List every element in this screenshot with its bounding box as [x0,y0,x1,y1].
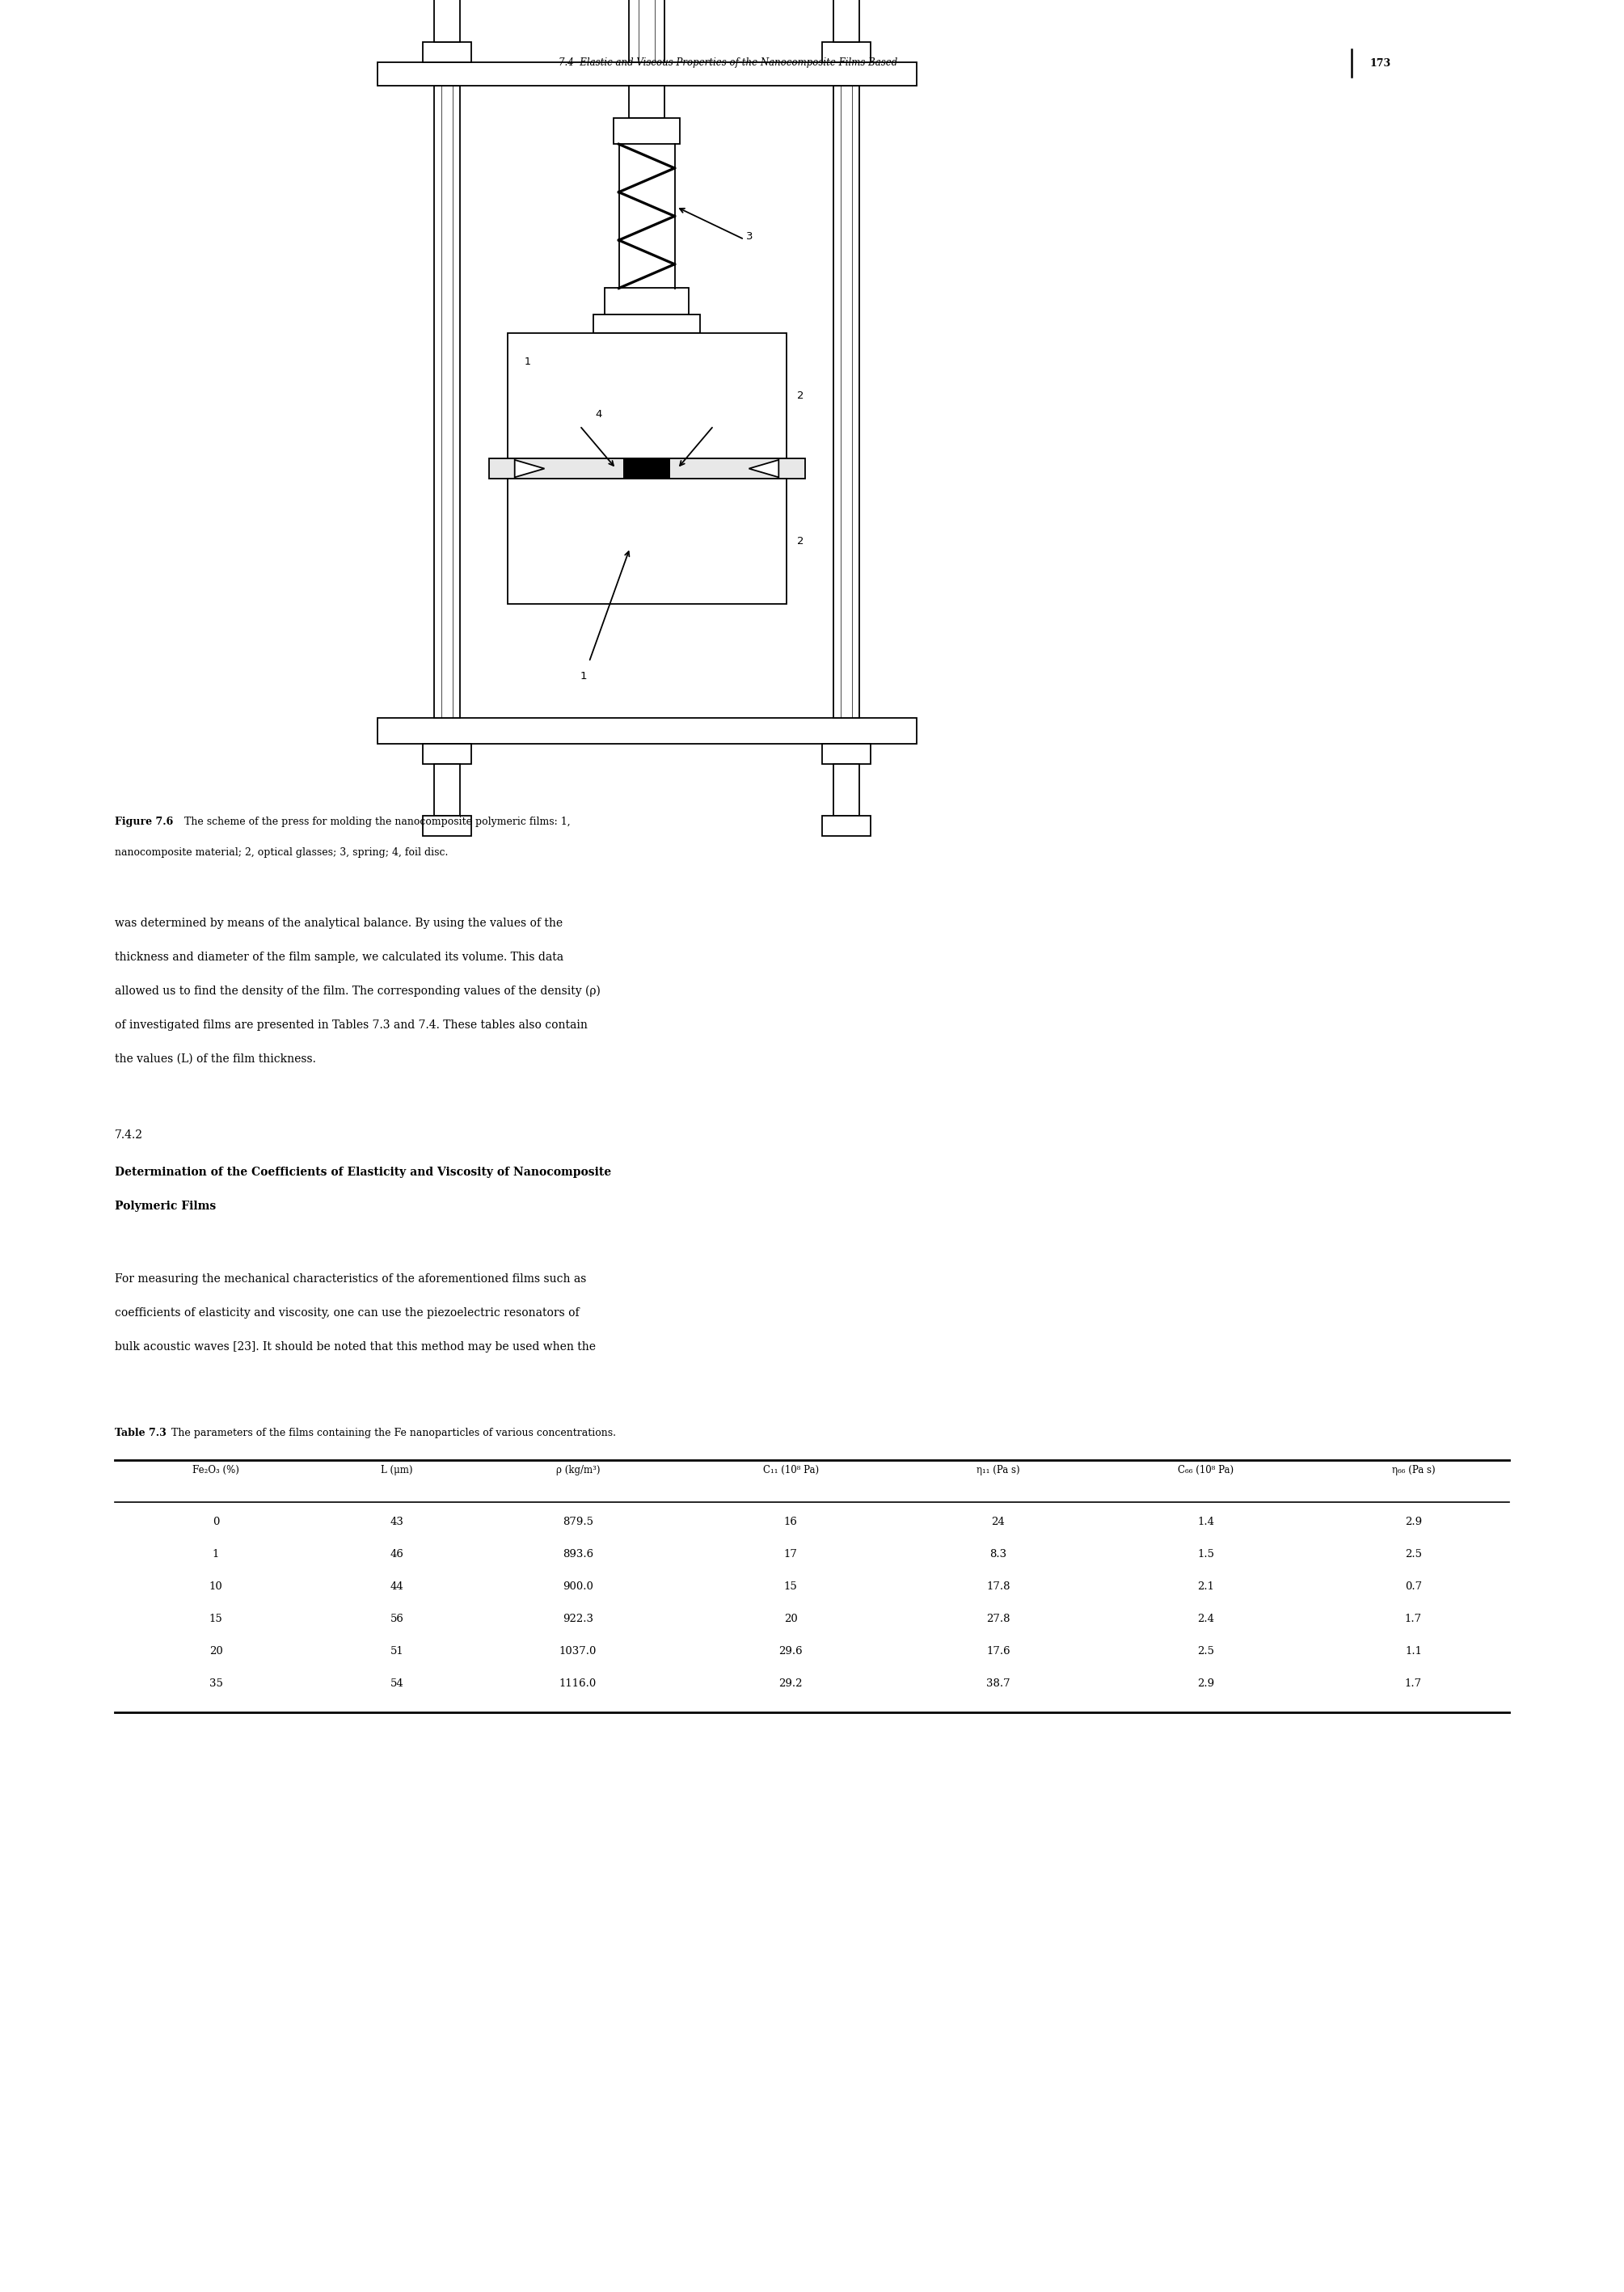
Text: The scheme of the press for molding the nanocomposite polymeric films: 1,: The scheme of the press for molding the … [179,816,570,827]
Text: the values (L) of the film thickness.: the values (L) of the film thickness. [115,1054,317,1066]
Text: 7.4  Elastic and Viscous Properties of the Nanocomposite Films Based: 7.4 Elastic and Viscous Properties of th… [559,57,898,69]
Text: 2.5: 2.5 [1197,1646,1215,1657]
Text: 56: 56 [390,1614,404,1625]
Bar [833,85,859,717]
Bar [628,0,664,62]
Text: 46: 46 [390,1549,404,1561]
Text: 1: 1 [525,355,531,367]
Bar [422,41,471,62]
Bar [489,458,806,479]
Text: 1.5: 1.5 [1197,1549,1215,1561]
Bar [434,85,460,717]
Text: 0.7: 0.7 [1405,1581,1423,1593]
Text: 0: 0 [213,1517,219,1526]
Text: nanocomposite material; 2, optical glasses; 3, spring; 4, foil disc.: nanocomposite material; 2, optical glass… [115,848,448,857]
Text: 2: 2 [797,390,804,401]
Text: 922.3: 922.3 [562,1614,593,1625]
Polygon shape [749,461,778,477]
Text: C₆₆ (10⁸ Pa): C₆₆ (10⁸ Pa) [1177,1465,1234,1476]
Text: Polymeric Films: Polymeric Films [115,1201,216,1212]
Text: 7.4.2: 7.4.2 [115,1130,143,1141]
Text: 2.4: 2.4 [1197,1614,1215,1625]
Bar [822,41,870,62]
Text: 900.0: 900.0 [562,1581,593,1593]
Text: η₁₁ (Pa s): η₁₁ (Pa s) [976,1465,1020,1476]
Text: 1.4: 1.4 [1197,1517,1215,1526]
Bar [507,332,786,458]
Bar [822,745,870,763]
Text: Figure 7.6: Figure 7.6 [115,816,174,827]
Text: 3: 3 [745,231,754,243]
Bar [624,458,671,479]
Text: 1.7: 1.7 [1405,1678,1423,1689]
Bar [422,745,471,763]
Text: ρ (kg/m³): ρ (kg/m³) [555,1465,599,1476]
Text: was determined by means of the analytical balance. By using the values of the: was determined by means of the analytica… [115,917,564,928]
Text: 1: 1 [580,672,586,681]
Bar [628,85,664,119]
Text: Table 7.3: Table 7.3 [115,1428,166,1439]
Bar [422,816,471,837]
Text: 10: 10 [209,1581,222,1593]
Text: 1037.0: 1037.0 [559,1646,596,1657]
Text: L (μm): L (μm) [382,1465,412,1476]
Text: 1116.0: 1116.0 [559,1678,596,1689]
Polygon shape [515,461,544,477]
Text: 879.5: 879.5 [562,1517,593,1526]
Text: coefficients of elasticity and viscosity, one can use the piezoelectric resonato: coefficients of elasticity and viscosity… [115,1306,580,1318]
Text: For measuring the mechanical characteristics of the aforementioned films such as: For measuring the mechanical characteris… [115,1274,586,1284]
Bar [604,289,689,314]
Text: 43: 43 [390,1517,404,1526]
Bar [833,0,859,41]
Text: 24: 24 [992,1517,1005,1526]
Text: 38.7: 38.7 [986,1678,1010,1689]
Text: bulk acoustic waves [23]. It should be noted that this method may be used when t: bulk acoustic waves [23]. It should be n… [115,1341,596,1352]
Text: 2.9: 2.9 [1197,1678,1215,1689]
Bar [377,62,916,85]
Text: 29.6: 29.6 [780,1646,802,1657]
Text: 15: 15 [784,1581,797,1593]
Text: C₁₁ (10⁸ Pa): C₁₁ (10⁸ Pa) [763,1465,818,1476]
Bar [593,314,700,332]
Bar [614,119,680,144]
Text: 51: 51 [390,1646,404,1657]
Text: 4: 4 [596,408,603,419]
Text: 2.5: 2.5 [1405,1549,1423,1561]
Text: 35: 35 [209,1678,222,1689]
Text: 8.3: 8.3 [989,1549,1007,1561]
Text: 17.6: 17.6 [986,1646,1010,1657]
Text: allowed us to find the density of the film. The corresponding values of the dens: allowed us to find the density of the fi… [115,986,601,997]
Text: 29.2: 29.2 [780,1678,802,1689]
Text: 893.6: 893.6 [562,1549,593,1561]
Bar [377,717,916,745]
Bar [833,763,859,816]
Text: The parameters of the films containing the Fe nanoparticles of various concentra: The parameters of the films containing t… [166,1428,615,1439]
Text: 1: 1 [213,1549,219,1561]
Text: of investigated films are presented in Tables 7.3 and 7.4. These tables also con: of investigated films are presented in T… [115,1020,588,1031]
Text: 27.8: 27.8 [986,1614,1010,1625]
Text: 2.9: 2.9 [1405,1517,1423,1526]
Text: 16: 16 [784,1517,797,1526]
Text: 44: 44 [390,1581,404,1593]
Text: 2.1: 2.1 [1197,1581,1215,1593]
Text: Determination of the Coefficients of Elasticity and Viscosity of Nanocomposite: Determination of the Coefficients of Ela… [115,1167,611,1178]
Text: 173: 173 [1371,57,1392,69]
Text: 1.1: 1.1 [1405,1646,1423,1657]
Text: 2: 2 [797,536,804,548]
Text: 17.8: 17.8 [986,1581,1010,1593]
Text: 20: 20 [784,1614,797,1625]
Text: η₆₆ (Pa s): η₆₆ (Pa s) [1392,1465,1436,1476]
Text: thickness and diameter of the film sample, we calculated its volume. This data: thickness and diameter of the film sampl… [115,951,564,963]
Text: 54: 54 [390,1678,404,1689]
Text: 15: 15 [209,1614,222,1625]
Text: 20: 20 [209,1646,222,1657]
Text: Fe₂O₃ (%): Fe₂O₃ (%) [193,1465,239,1476]
Bar [822,816,870,837]
Bar [507,479,786,605]
Text: 17: 17 [784,1549,797,1561]
Bar [434,0,460,41]
Text: 1.7: 1.7 [1405,1614,1423,1625]
Bar [434,763,460,816]
